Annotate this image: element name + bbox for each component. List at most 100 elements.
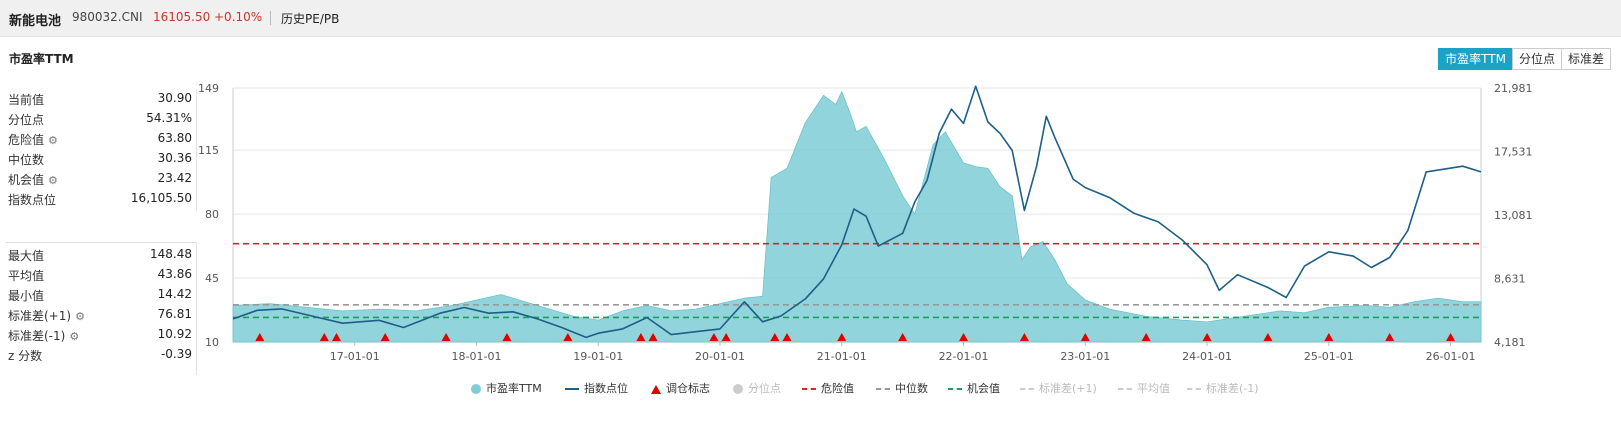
- current-stat-row: 机会值 ⚙ 23.42: [6, 169, 196, 189]
- rebalance-marker: [959, 333, 969, 341]
- x-tick-label: 20-01-01: [695, 350, 745, 363]
- tab-pe-ttm[interactable]: 市盈率TTM: [1438, 48, 1513, 70]
- history-stat-row: 标准差(+1) ⚙ 76.81: [6, 305, 196, 325]
- rebalance-marker: [380, 333, 390, 341]
- legend-item[interactable]: 指数点位: [565, 380, 628, 396]
- history-stat-label: 标准差(-1) ⚙: [8, 329, 80, 343]
- history-stat-value: 10.92: [157, 327, 192, 341]
- legend-item[interactable]: 标准差(+1): [1020, 380, 1097, 396]
- y-right-tick-label: 4,181: [1494, 336, 1526, 349]
- gear-icon[interactable]: ⚙: [48, 134, 58, 147]
- legend-label: 平均值: [1137, 382, 1170, 395]
- legend-dot-icon: [733, 384, 743, 394]
- current-stat-label: 中位数: [8, 153, 45, 167]
- rebalance-marker: [837, 333, 847, 341]
- current-stat-value: 16,105.50: [130, 191, 192, 205]
- history-stat-label: z 分数: [8, 349, 43, 363]
- gear-icon[interactable]: ⚙: [48, 174, 58, 187]
- y-left-tick-label: 10: [205, 336, 219, 349]
- history-stat-label: 平均值: [8, 269, 45, 283]
- rebalance-marker: [1080, 333, 1090, 341]
- current-stat-value: 54.31%: [146, 111, 192, 125]
- current-stat-row: 危险值 ⚙ 63.80: [6, 129, 196, 149]
- rebalance-marker: [709, 333, 719, 341]
- x-tick-label: 19-01-01: [573, 350, 623, 363]
- legend-item[interactable]: 中位数: [876, 380, 928, 396]
- current-stat-row: 中位数 30.36: [6, 149, 196, 169]
- current-stat-label: 当前值: [8, 93, 45, 107]
- current-stat-value: 63.80: [157, 131, 192, 145]
- y-right-tick-label: 8,631: [1494, 273, 1526, 286]
- legend-item[interactable]: 分位点: [733, 380, 781, 396]
- rebalance-marker: [770, 333, 780, 341]
- rebalance-marker: [1324, 333, 1334, 341]
- y-left-tick-label: 45: [205, 272, 219, 285]
- current-stats-panel: 当前值 30.90 分位点 54.31% 危险值 ⚙ 63.80 中位数 30.36 机会值 ⚙ 23…: [6, 89, 197, 211]
- rebalance-marker: [1263, 333, 1273, 341]
- rebalance-marker: [255, 333, 265, 341]
- x-tick-label: 25-01-01: [1304, 350, 1354, 363]
- legend-item[interactable]: 市盈率TTM: [471, 380, 542, 396]
- history-stat-label: 最小值: [8, 289, 45, 303]
- legend-item[interactable]: 危险值: [802, 380, 854, 396]
- legend-dash-icon: [1187, 388, 1201, 390]
- current-stat-value: 30.90: [157, 91, 192, 105]
- index-name: 新能电池: [9, 14, 62, 29]
- legend-item[interactable]: 机会值: [948, 380, 1000, 396]
- history-stat-row: 平均值 43.86: [6, 265, 196, 285]
- metric-tabs: 市盈率TTM 分位点 标准差: [1438, 48, 1611, 70]
- index-price: 16105.50: [153, 10, 211, 24]
- rebalance-marker: [898, 333, 908, 341]
- rebalance-marker: [1385, 333, 1395, 341]
- legend-label: 标准差(-1): [1206, 382, 1259, 395]
- legend-item[interactable]: 调仓标志: [651, 380, 710, 396]
- legend-line-icon: [565, 388, 579, 390]
- series-index-line: [232, 85, 1482, 339]
- rebalance-marker: [648, 333, 658, 341]
- legend-label: 危险值: [821, 382, 854, 395]
- tab-std-dev[interactable]: 标准差: [1560, 48, 1611, 70]
- rebalance-marker: [502, 333, 512, 341]
- legend-label: 中位数: [895, 382, 928, 395]
- x-tick-label: 17-01-01: [330, 350, 380, 363]
- x-tick-label: 22-01-01: [939, 350, 989, 363]
- history-stats-panel: 最大值 148.48 平均值 43.86 最小值 14.42 标准差(+1) ⚙ 76.81 标准…: [6, 242, 197, 375]
- gear-icon[interactable]: ⚙: [75, 310, 85, 323]
- legend-dash-icon: [802, 388, 816, 390]
- rebalance-marker: [1202, 333, 1212, 341]
- y-right-tick-label: 21,981: [1494, 82, 1533, 95]
- rebalance-marker: [1141, 333, 1151, 341]
- history-stat-value: 14.42: [157, 287, 192, 301]
- history-stat-label: 最大值: [8, 249, 45, 263]
- rebalance-marker: [636, 333, 646, 341]
- rebalance-marker: [721, 333, 731, 341]
- tab-percentile[interactable]: 分位点: [1511, 48, 1562, 70]
- current-stat-label: 分位点: [8, 113, 45, 127]
- history-stat-row: 最大值 148.48: [6, 245, 196, 265]
- index-code: 980032.CNI: [72, 10, 143, 24]
- current-stat-row: 当前值 30.90: [6, 89, 196, 109]
- legend-item[interactable]: 平均值: [1118, 380, 1170, 396]
- history-stat-row: 标准差(-1) ⚙ 10.92: [6, 325, 196, 345]
- legend-dot-icon: [471, 384, 481, 394]
- gear-icon[interactable]: ⚙: [69, 330, 80, 343]
- legend-label: 指数点位: [584, 382, 628, 395]
- y-left-tick-label: 149: [198, 82, 219, 95]
- rebalance-marker: [563, 333, 573, 341]
- current-stat-row: 指数点位 16,105.50: [6, 189, 196, 209]
- current-stat-row: 分位点 54.31%: [6, 109, 196, 129]
- x-tick-label: 18-01-01: [452, 350, 502, 363]
- legend-triangle-icon: [651, 384, 661, 394]
- legend-item[interactable]: 标准差(-1): [1187, 380, 1259, 396]
- y-right-tick-label: 17,531: [1494, 146, 1533, 159]
- legend-label: 市盈率TTM: [486, 382, 542, 395]
- history-stat-value: -0.39: [160, 347, 192, 361]
- legend-dash-icon: [948, 388, 962, 390]
- current-stat-label: 机会值 ⚙: [8, 173, 58, 187]
- y-left-tick-label: 80: [205, 208, 219, 221]
- history-stat-label: 标准差(+1) ⚙: [8, 309, 85, 323]
- chart-legend: 市盈率TTM 指数点位 调仓标志 分位点 危险值 中位数 机会值 标准差(+1) 平均值 标准差(…: [0, 376, 1621, 398]
- chart-title: 市盈率TTM: [9, 52, 74, 66]
- y-right-tick-label: 13,081: [1494, 209, 1533, 222]
